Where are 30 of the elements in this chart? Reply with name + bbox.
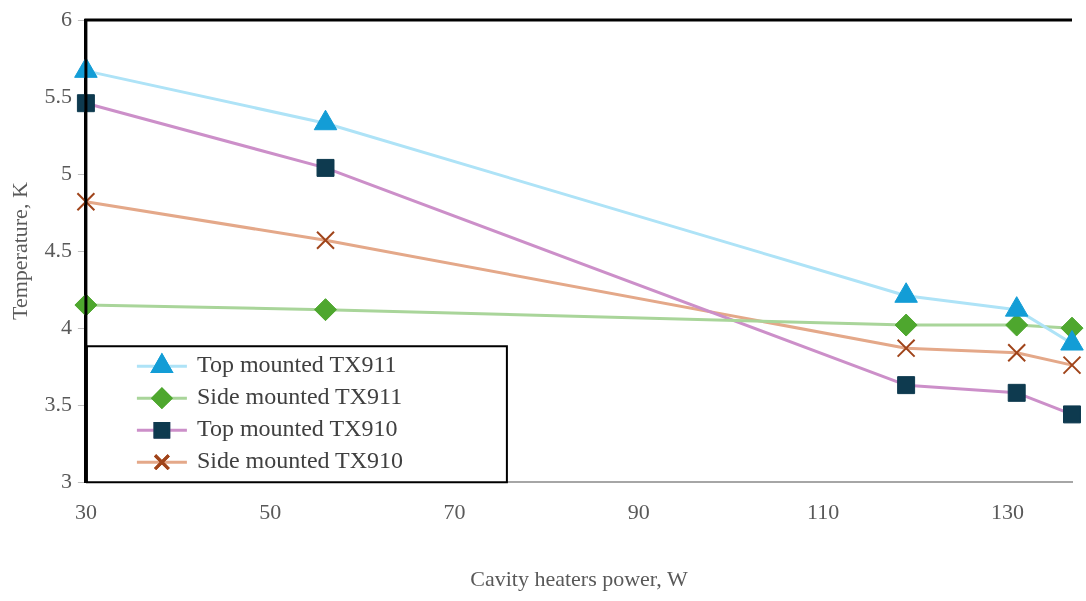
point xyxy=(1062,355,1082,375)
point xyxy=(1063,405,1081,424)
point xyxy=(316,230,335,250)
y-tick-label: 4 xyxy=(60,313,72,339)
legend-label: Top mounted TX910 xyxy=(196,415,398,442)
legend-label: Top mounted TX911 xyxy=(196,351,397,378)
point xyxy=(314,298,338,322)
y-tick-label: 4.5 xyxy=(44,236,72,262)
y-tick-label: 6 xyxy=(60,5,72,31)
point xyxy=(894,313,918,337)
x-tick-label: 30 xyxy=(74,499,97,525)
x-tick-label: 50 xyxy=(259,499,282,525)
y-tick-label: 5.5 xyxy=(44,82,72,108)
point xyxy=(1007,343,1027,363)
legend-label: Side mounted TX911 xyxy=(196,383,403,410)
point xyxy=(1007,383,1026,402)
x-axis-title: Cavity heaters power, W xyxy=(470,565,688,591)
x-tick-label: 90 xyxy=(627,499,650,525)
y-axis-title: Temperature, K xyxy=(6,182,32,320)
y-tick-label: 3 xyxy=(60,467,72,493)
x-tick-label: 70 xyxy=(443,499,466,525)
y-tick-label: 5 xyxy=(60,159,72,185)
x-tick-label: 130 xyxy=(990,499,1024,525)
point xyxy=(896,338,916,358)
point xyxy=(897,376,916,395)
x-tick-label: 110 xyxy=(807,499,840,525)
legend-label: Side mounted TX910 xyxy=(196,447,404,474)
point xyxy=(76,192,96,212)
y-tick-label: 3.5 xyxy=(44,390,72,416)
point xyxy=(316,158,335,177)
